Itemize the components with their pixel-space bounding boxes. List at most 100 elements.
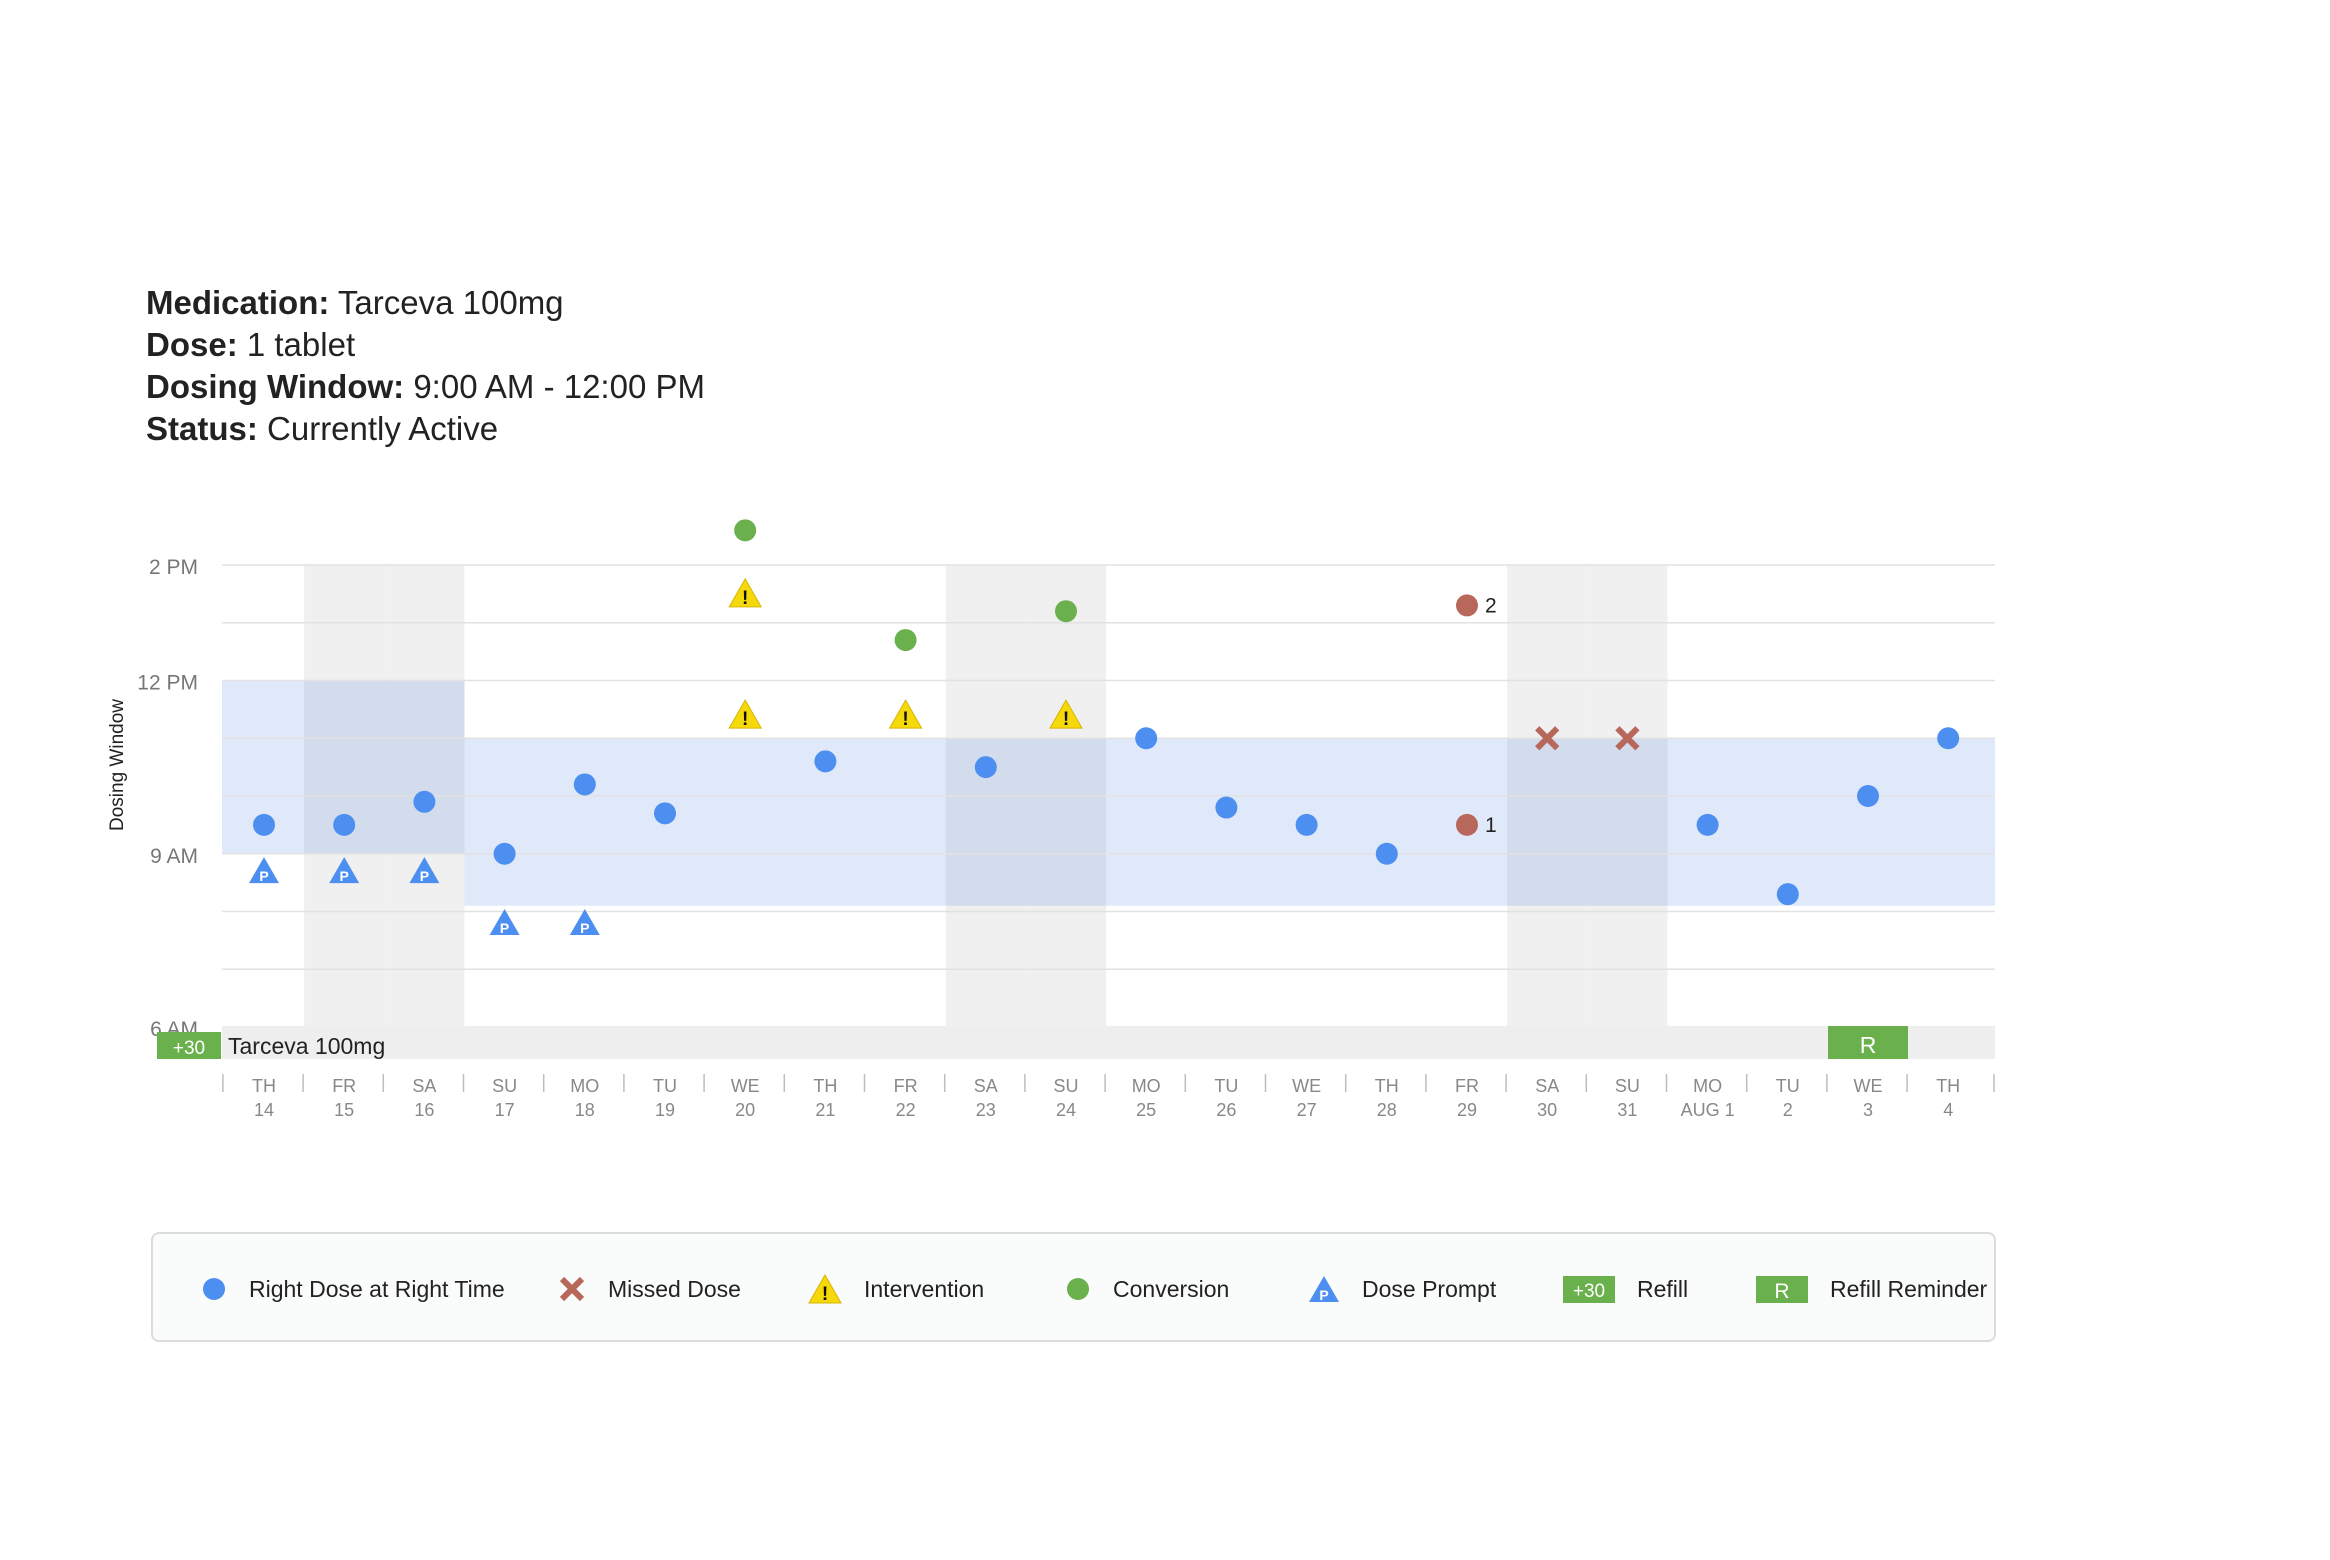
dose-prompt-marker: P: [489, 909, 520, 936]
numbered-point-label: 2: [1485, 594, 1497, 617]
dose-point: [1375, 842, 1398, 865]
x-tick-date: AUG 1: [1681, 1100, 1735, 1120]
y-axis-label: Dosing Window: [107, 699, 128, 831]
dose-point: [573, 773, 596, 796]
x-tick-date: 4: [1943, 1100, 1953, 1120]
dose-point: [1135, 727, 1158, 750]
svg-text:!: !: [822, 1284, 828, 1304]
x-tick-dow: WE: [731, 1076, 760, 1096]
intervention-marker: !: [728, 577, 763, 609]
x-tick-dow: FR: [1455, 1076, 1479, 1096]
medication-info: Medication: Tarceva 100mg Dose: 1 tablet…: [146, 282, 705, 450]
x-tick-dow: FR: [332, 1076, 356, 1096]
intervention-glyph: !: [742, 588, 748, 609]
x-tick-date: 24: [1056, 1100, 1076, 1120]
x-tick-dow: SA: [1535, 1076, 1559, 1096]
x-tick-dow: SU: [492, 1076, 517, 1096]
x-tick-dow: SA: [412, 1076, 436, 1096]
refill-badge-icon: +30: [1563, 1275, 1625, 1303]
x-tick-date: 17: [495, 1100, 515, 1120]
status-value: Currently Active: [267, 410, 499, 447]
prompt-triangle: [409, 857, 440, 884]
refill-reminder-badge: [1828, 1026, 1908, 1059]
dose-point: [654, 802, 676, 825]
intervention-triangle: [1049, 699, 1083, 729]
x-tick-dow: SU: [1615, 1076, 1640, 1096]
prompt-glyph: P: [259, 868, 268, 884]
x-tick-date: 26: [1216, 1100, 1236, 1120]
dose-row: Dose: 1 tablet: [146, 326, 356, 363]
x-tick-date: 18: [575, 1100, 595, 1120]
conversion-circle-icon: [1065, 1276, 1101, 1302]
x-tick-dow: WE: [1292, 1076, 1321, 1096]
dose-prompt-marker: P: [409, 857, 440, 884]
intervention-glyph: !: [1063, 709, 1069, 730]
missed-x-stroke: [1535, 726, 1560, 751]
numbered-point-label: 1: [1485, 814, 1497, 837]
x-tick-date: 20: [735, 1100, 755, 1120]
conversion-point: [1055, 600, 1077, 623]
x-tick-date: 29: [1457, 1100, 1477, 1120]
x-tick-dow: MO: [1693, 1076, 1722, 1096]
dose-point: [413, 790, 436, 813]
dose-prompt-marker: P: [249, 857, 279, 884]
legend-label: Refill Reminder: [1830, 1275, 1988, 1302]
dose-point: [333, 813, 356, 836]
x-tick-dow: TU: [1776, 1076, 1800, 1096]
prompt-triangle: [569, 909, 600, 936]
x-tick-dow: TH: [813, 1076, 837, 1096]
numbered-point: [1456, 594, 1478, 617]
refill-bar-label: Tarceva 100mg: [228, 1033, 385, 1059]
dose-prompt-icon: P: [1308, 1275, 1350, 1303]
intervention-triangle: [888, 699, 923, 729]
x-tick-date: 27: [1297, 1100, 1317, 1120]
prompt-triangle: [489, 909, 520, 936]
conversion-point: [894, 629, 917, 652]
status-row: Status: Currently Active: [146, 410, 499, 447]
x-tick-date: 19: [655, 1100, 675, 1120]
missed-x-stroke: [1615, 726, 1640, 751]
x-tick-date: 21: [815, 1100, 835, 1120]
conversion-point: [734, 519, 757, 542]
legend-label: Dose Prompt: [1362, 1275, 1497, 1302]
dose-point: [493, 842, 516, 865]
prompt-glyph: P: [340, 868, 349, 884]
dose-point: [1215, 796, 1238, 819]
x-tick-date: 3: [1863, 1100, 1873, 1120]
prompt-glyph: P: [420, 868, 429, 884]
x-tick-dow: TH: [252, 1076, 276, 1096]
dose-point: [253, 813, 275, 836]
x-tick-date: 28: [1377, 1100, 1397, 1120]
intervention-glyph: !: [902, 709, 908, 730]
legend: Right Dose at Right Time Missed Dose ! Inte…: [151, 1232, 1996, 1342]
dosing-window-band: [464, 738, 1995, 906]
legend-item: +30 Refill: [1563, 1234, 1688, 1344]
x-tick-dow: TU: [1214, 1076, 1238, 1096]
x-tick-dow: TH: [1936, 1076, 1960, 1096]
svg-text:R: R: [1774, 1280, 1789, 1303]
dose-value: 1 tablet: [246, 326, 356, 363]
legend-label: Right Dose at Right Time: [249, 1275, 505, 1302]
legend-item: ! Intervention: [808, 1234, 984, 1344]
intervention-triangle: [728, 577, 763, 608]
x-tick-dow: SA: [974, 1076, 998, 1096]
medication-value: Tarceva 100mg: [337, 284, 564, 321]
x-tick-date: 2: [1783, 1100, 1793, 1120]
svg-text:P: P: [1319, 1287, 1328, 1303]
dosing-window-value: 9:00 AM - 12:00 PM: [413, 368, 705, 405]
missed-x-icon: [558, 1275, 596, 1303]
x-tick-date: 22: [896, 1100, 916, 1120]
dose-point: [1937, 727, 1960, 750]
dose-point: [814, 750, 837, 773]
y-tick-label: 12 PM: [137, 672, 198, 695]
x-tick-dow: TH: [1375, 1076, 1399, 1096]
dose-circle-icon: [201, 1276, 237, 1302]
dose-point: [974, 756, 997, 779]
x-tick-date: 30: [1537, 1100, 1557, 1120]
legend-item: Right Dose at Right Time: [201, 1234, 505, 1344]
intervention-marker: !: [888, 699, 923, 730]
intervention-triangle: [728, 699, 763, 729]
legend-label: Missed Dose: [608, 1275, 741, 1302]
intervention-marker: !: [728, 699, 763, 730]
missed-dose-marker: [1615, 726, 1640, 751]
